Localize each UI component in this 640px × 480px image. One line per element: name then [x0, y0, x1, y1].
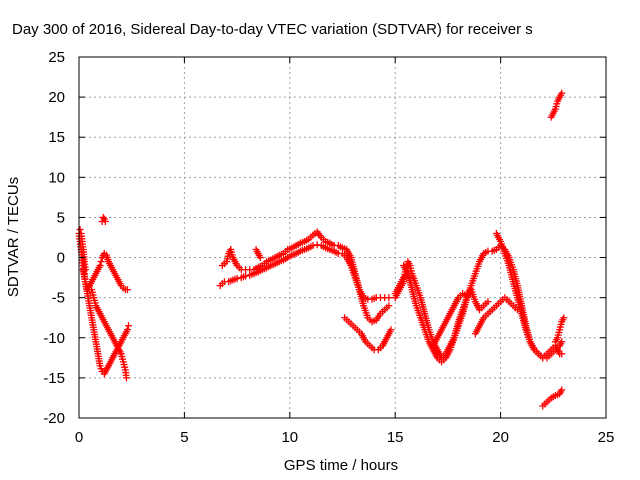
data-point-marker [484, 298, 492, 306]
data-point-marker [560, 314, 568, 322]
data-point-marker [242, 272, 250, 280]
y-axis-label: SDTVAR / TECUs [5, 177, 22, 297]
data-point-marker [99, 213, 107, 221]
y-tick-label: -10 [43, 330, 65, 347]
x-tick-label: 15 [387, 429, 404, 446]
tick-labels: 0 5 10 15 20 25 -20 -15 -10 -5 0 5 10 15 20 25 [43, 49, 614, 446]
data-point-marker [313, 241, 321, 249]
data-point-marker [385, 294, 393, 302]
y-tick-label: -20 [43, 410, 65, 427]
plot-frame [78, 56, 607, 419]
data-point-marker [97, 258, 105, 266]
data-point-marker [387, 326, 395, 334]
data-point-marker [123, 286, 131, 294]
y-tick-label: 10 [48, 169, 65, 186]
y-tick-label: -5 [52, 290, 65, 307]
y-tick-label: 5 [57, 209, 65, 226]
data-point-marker [123, 326, 131, 334]
plot-border [78, 56, 607, 419]
data-point-marker [558, 89, 566, 97]
data-point-marker [558, 350, 566, 358]
y-tick-label: 20 [48, 89, 65, 106]
data-point-marker [233, 274, 241, 282]
x-tick-label: 10 [281, 429, 298, 446]
y-tick-label: -15 [43, 370, 65, 387]
y-tick-label: 15 [48, 129, 65, 146]
data-point-marker [101, 217, 109, 225]
data-point-marker [256, 254, 264, 262]
x-tick-label: 20 [492, 429, 509, 446]
data-point-marker [96, 262, 104, 270]
x-tick-label: 5 [180, 429, 188, 446]
data-point-marker [558, 338, 566, 346]
chart-title: Day 300 of 2016, Sidereal Day-to-day VTE… [12, 21, 533, 38]
data-point-marker [309, 242, 317, 250]
x-tick-label: 25 [598, 429, 615, 446]
y-tick-label: 25 [48, 49, 65, 66]
data-point-marker [125, 322, 133, 330]
x-tick-label: 0 [75, 429, 83, 446]
data-point-marker [122, 374, 130, 382]
x-axis-label: GPS time / hours [284, 457, 398, 474]
data-point-marker [408, 274, 416, 282]
data-point-marker [558, 386, 566, 394]
data-point-marker [76, 225, 84, 233]
data-point-marker [81, 266, 89, 274]
data-point-marker [463, 292, 471, 300]
data-points [75, 89, 568, 410]
data-point-marker [385, 302, 393, 310]
y-tick-label: 0 [57, 250, 65, 267]
